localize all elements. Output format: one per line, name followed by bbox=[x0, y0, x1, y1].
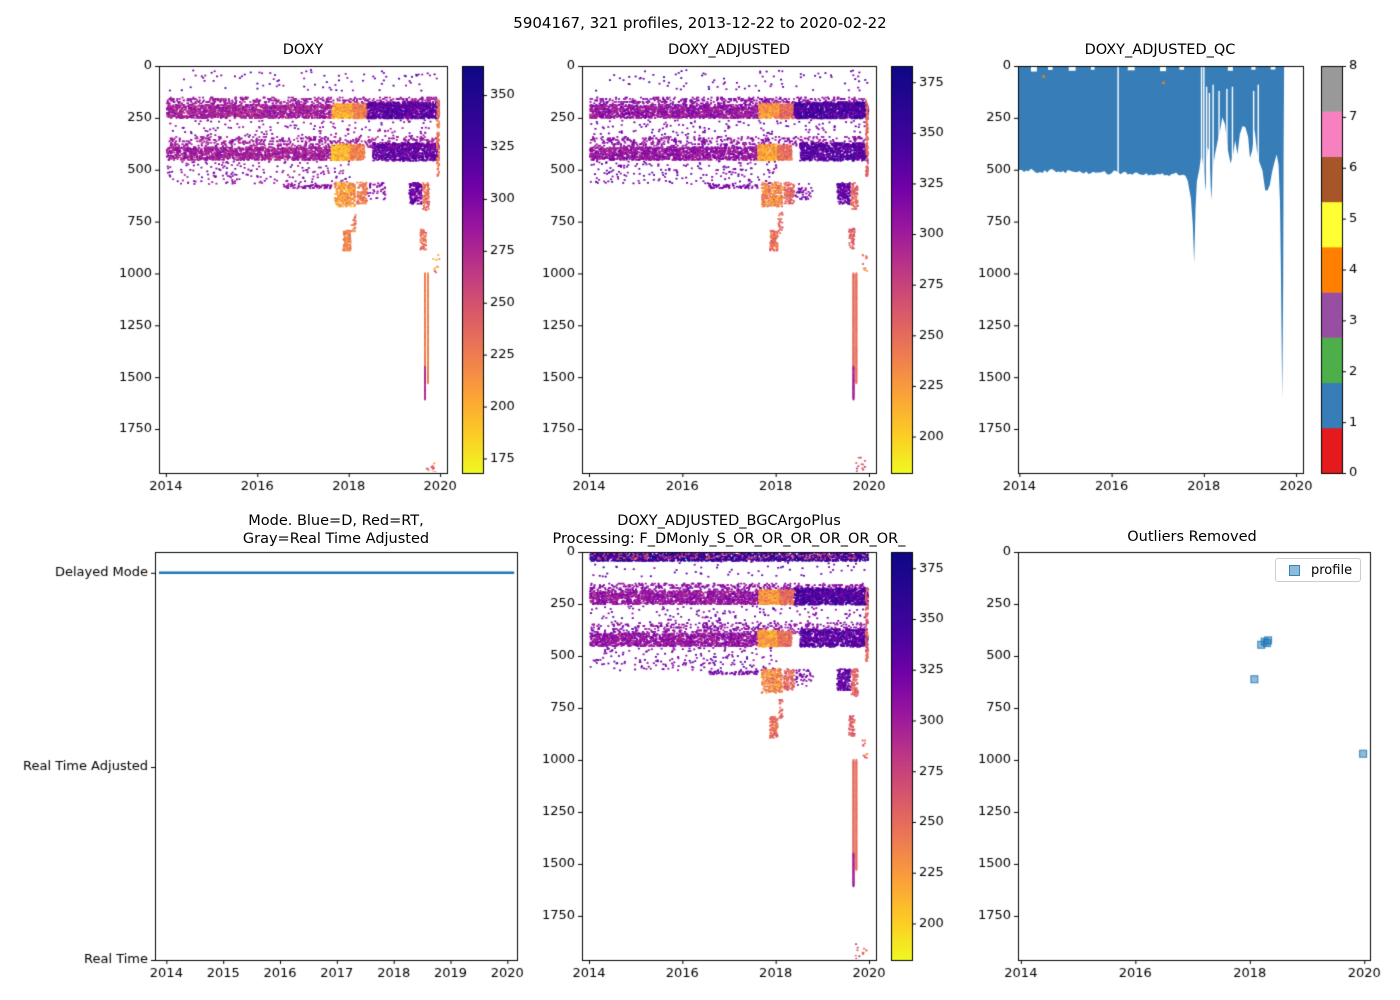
panel-doxy-adjusted-title: DOXY_ADJUSTED bbox=[667, 42, 791, 58]
figure-suptitle: 5904167, 321 profiles, 2013-12-22 to 202… bbox=[513, 14, 887, 32]
panel-doxy-adjusted-qc-title: DOXY_ADJUSTED_QC bbox=[1084, 42, 1236, 58]
panel-outliers-title: Outliers Removed bbox=[1127, 529, 1257, 545]
outliers-legend: profile bbox=[1275, 558, 1361, 582]
panel-bgcargoplus-title: DOXY_ADJUSTED_BGCArgoPlus Processing: F_… bbox=[552, 513, 906, 547]
panel-doxy-title: DOXY bbox=[282, 42, 324, 58]
profile-marker-icon bbox=[1289, 564, 1300, 576]
legend-profile-label: profile bbox=[1311, 562, 1353, 578]
panel-mode-title: Mode. Blue=D, Red=RT, Gray=Real Time Adj… bbox=[242, 513, 430, 547]
